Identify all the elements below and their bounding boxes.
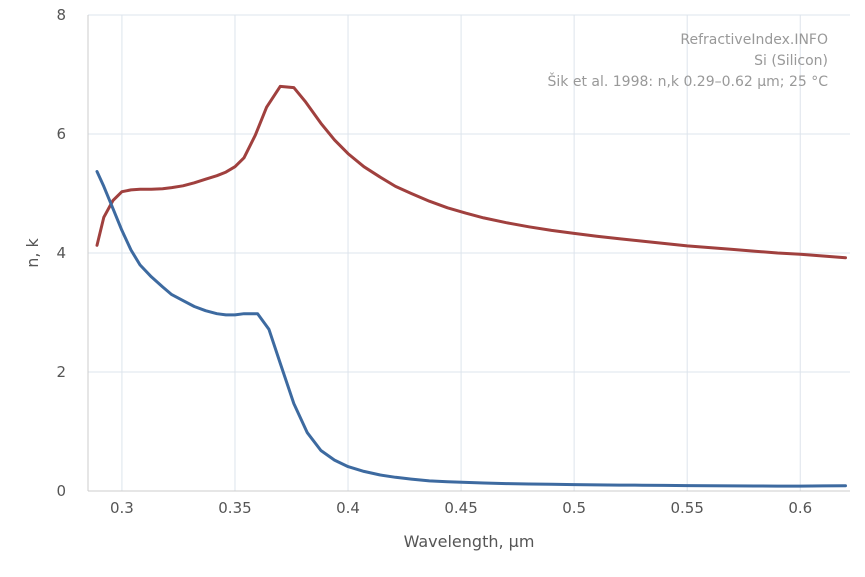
y-axis-title: n, k xyxy=(23,237,42,267)
axes xyxy=(87,15,850,492)
annotation-line: RefractiveIndex.INFO xyxy=(680,32,828,48)
x-tick-labels: 0.3 0.35 0.4 0.45 0.5 0.55 0.6 xyxy=(110,499,812,517)
series-line-1 xyxy=(95,84,847,260)
series-line-2 xyxy=(95,170,847,488)
annotation-line: Šik et al. 1998: n,k 0.29–0.62 µm; 25 °C xyxy=(548,72,829,90)
x-tick-label: 0.55 xyxy=(670,499,703,517)
annotations: RefractiveIndex.INFO Si (Silicon) Šik et a… xyxy=(548,32,829,90)
x-tick-label: 0.6 xyxy=(788,499,812,517)
grid xyxy=(88,14,850,492)
x-axis-title: Wavelength, µm xyxy=(404,532,535,551)
x-tick-label: 0.45 xyxy=(444,499,477,517)
y-tick-label: 2 xyxy=(56,363,66,381)
y-tick-labels: 0 2 4 6 8 xyxy=(56,6,66,500)
annotation-line: Si (Silicon) xyxy=(754,53,828,69)
x-tick-label: 0.3 xyxy=(110,499,134,517)
y-tick-label: 8 xyxy=(56,6,66,24)
y-tick-label: 4 xyxy=(56,244,66,262)
y-tick-label: 0 xyxy=(56,482,66,500)
series-lines xyxy=(95,84,847,488)
x-tick-label: 0.4 xyxy=(336,499,360,517)
x-tick-label: 0.35 xyxy=(218,499,251,517)
x-tick-label: 0.5 xyxy=(562,499,586,517)
y-tick-label: 6 xyxy=(56,125,66,143)
